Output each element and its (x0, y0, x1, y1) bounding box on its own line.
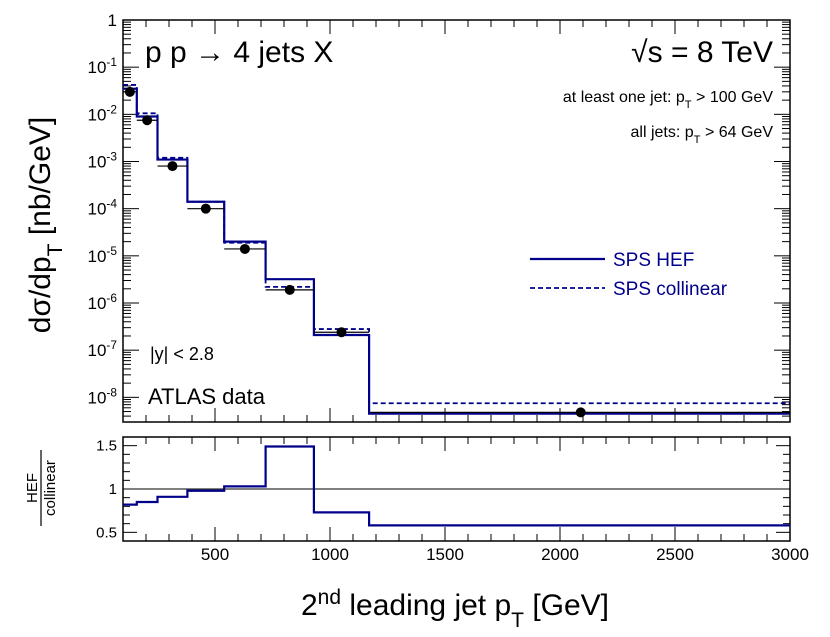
ratio-y-tick-label-1: 1 (109, 481, 117, 498)
y-tick-label-7: 10-7 (88, 338, 118, 360)
text-part-4: [GeV] (524, 589, 609, 622)
text-part-0: 10 (88, 58, 107, 77)
text-part-1: -8 (106, 385, 117, 399)
data-point (575, 407, 586, 418)
text-part-1: T (44, 243, 67, 256)
y-tick-label-4: 10-4 (88, 197, 118, 219)
text-part-0: 10 (88, 341, 107, 360)
ratio-y-tick-label-0: 0.5 (96, 524, 117, 541)
text-part-0: at least one jet: p (563, 89, 685, 106)
legend-collinear-label: SPS collinear (613, 279, 728, 300)
text-part-0: 10 (88, 247, 107, 266)
y-tick-label-2: 10-2 (88, 102, 118, 124)
legend: SPS HEF SPS collinear (530, 250, 728, 300)
x-tick-label-5: 3000 (771, 545, 809, 564)
x-tick-label-3: 2000 (541, 545, 579, 564)
data-point (124, 86, 135, 97)
text-part-0: 2 (301, 589, 318, 622)
x-tick-labels: 500 1000 1500 2000 2500 3000 (201, 545, 809, 564)
y-tick-label-1: 10-1 (88, 55, 118, 77)
cut-label-1: at least one jet: pT > 100 GeV (563, 89, 773, 111)
data-point (239, 243, 250, 254)
text-part-2: > 64 GeV (701, 124, 774, 141)
data-point (167, 161, 178, 172)
y-tick-label-0: 1 (108, 11, 117, 30)
text-part-1: -6 (106, 291, 117, 305)
main-y-ticks (123, 19, 790, 423)
ratio-panel: 0.5 1 1.5 500 1000 1500 2000 2500 3000 HEF coll… (24, 20, 809, 564)
text-part-1: -7 (106, 338, 117, 352)
x-tick-label-0: 500 (201, 545, 229, 564)
text-part-1: -4 (106, 197, 117, 211)
text-part-0: 10 (88, 294, 107, 313)
main-plot-frame (122, 19, 791, 423)
text-part-1: -5 (106, 244, 117, 258)
x-ticks (122, 20, 791, 541)
collinear-series-line (123, 84, 790, 405)
chart-title: p p → 4 jets X (145, 36, 333, 69)
legend-hef-label: SPS HEF (613, 250, 694, 271)
y-tick-label-3: 10-3 (88, 150, 118, 172)
text-part-0: 10 (88, 200, 107, 219)
rapidity-cut-label: |y| < 2.8 (150, 344, 214, 364)
text-part-1: T (694, 134, 701, 146)
ratio-series (123, 445, 790, 527)
ratio-label-numerator: HEF (24, 473, 41, 503)
data-point (200, 203, 211, 214)
data-label: ATLAS data (148, 384, 266, 409)
main-panel: 110-110-210-310-410-510-610-710-8 p p → … (24, 11, 791, 423)
main-y-tick-labels: 110-110-210-310-410-510-610-710-8 (88, 11, 118, 407)
text-part-1: -2 (106, 102, 117, 116)
ratio-y-tick-label-2: 1.5 (96, 438, 117, 455)
ratio-y-axis-label: HEF collinear (24, 450, 59, 526)
text-part-2: [nb/GeV] (24, 117, 57, 244)
text-part-3: T (511, 609, 524, 632)
y-tick-label-8: 10-8 (88, 385, 118, 407)
ratio-series-line (123, 445, 790, 527)
data-point (284, 284, 295, 295)
data-point (142, 115, 153, 126)
x-tick-label-2: 1500 (426, 545, 464, 564)
text-part-1: -1 (106, 55, 117, 69)
text-part-0: 10 (88, 388, 107, 407)
text-part-1: -3 (106, 150, 117, 164)
cut-label-2: all jets: pT > 64 GeV (631, 124, 774, 146)
text-part-1: nd (318, 586, 341, 609)
text-part-1: T (685, 99, 692, 111)
main-y-axis-label: dσ/dpT [nb/GeV] (24, 117, 67, 333)
text-part-0: 10 (88, 105, 107, 124)
y-tick-label-6: 10-6 (88, 291, 118, 313)
text-part-0: dσ/dp (24, 256, 57, 333)
text-part-0: all jets: p (631, 124, 694, 141)
data-point (336, 327, 347, 338)
text-part-2: leading jet p (341, 589, 511, 622)
text-part-0: 10 (88, 153, 107, 172)
text-part-2: > 100 GeV (692, 89, 774, 106)
ratio-label-denominator: collinear (42, 460, 59, 516)
data-points (123, 86, 790, 418)
x-tick-label-4: 2500 (656, 545, 694, 564)
y-tick-label-5: 10-5 (88, 244, 118, 266)
x-axis-label: 2nd leading jet pT [GeV] (301, 586, 609, 632)
x-tick-label-1: 1000 (311, 545, 349, 564)
energy-label: √s = 8 TeV (631, 36, 773, 69)
ratio-y-tick-labels: 0.5 1 1.5 (96, 438, 117, 542)
